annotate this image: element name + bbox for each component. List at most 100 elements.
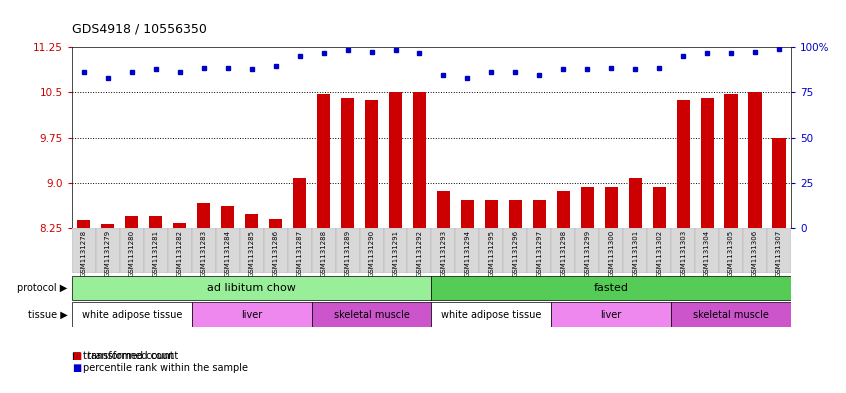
Bar: [647, 228, 671, 273]
Bar: [192, 302, 311, 327]
Text: ad libitum chow: ad libitum chow: [207, 283, 296, 293]
Text: GSM1131278: GSM1131278: [81, 230, 87, 277]
Bar: [72, 228, 96, 273]
Bar: [503, 228, 527, 273]
Bar: [599, 228, 624, 273]
Text: GSM1131288: GSM1131288: [321, 230, 327, 277]
Bar: [311, 302, 431, 327]
Bar: [527, 228, 552, 273]
Text: GSM1131292: GSM1131292: [416, 230, 422, 277]
Bar: [149, 217, 162, 228]
Bar: [485, 200, 498, 228]
Text: GSM1131283: GSM1131283: [201, 230, 206, 277]
Bar: [719, 228, 743, 273]
Bar: [772, 138, 786, 228]
Bar: [96, 228, 120, 273]
Text: GDS4918 / 10556350: GDS4918 / 10556350: [72, 22, 206, 35]
Text: white adipose tissue: white adipose tissue: [442, 310, 541, 320]
Bar: [336, 228, 360, 273]
Bar: [552, 228, 575, 273]
Bar: [700, 98, 714, 228]
Text: GSM1131289: GSM1131289: [344, 230, 350, 277]
Text: GSM1131294: GSM1131294: [464, 230, 470, 277]
Bar: [605, 187, 618, 228]
Bar: [144, 228, 168, 273]
Bar: [575, 228, 599, 273]
Bar: [120, 228, 144, 273]
Bar: [461, 200, 474, 228]
Bar: [557, 191, 570, 228]
Text: GSM1131291: GSM1131291: [393, 230, 398, 277]
Bar: [125, 217, 139, 228]
Bar: [341, 98, 354, 228]
Bar: [77, 220, 91, 228]
Bar: [245, 214, 258, 228]
Text: GSM1131287: GSM1131287: [297, 230, 303, 277]
Text: GSM1131297: GSM1131297: [536, 230, 542, 277]
Text: GSM1131299: GSM1131299: [585, 230, 591, 277]
Bar: [671, 302, 791, 327]
Text: GSM1131295: GSM1131295: [488, 230, 494, 277]
Bar: [173, 223, 186, 228]
Bar: [216, 228, 239, 273]
Text: transformed count: transformed count: [83, 351, 173, 361]
Text: GSM1131307: GSM1131307: [776, 230, 782, 277]
Bar: [767, 228, 791, 273]
Bar: [264, 228, 288, 273]
Text: skeletal muscle: skeletal muscle: [693, 310, 769, 320]
Bar: [360, 228, 383, 273]
Bar: [197, 203, 211, 228]
Text: white adipose tissue: white adipose tissue: [82, 310, 182, 320]
Bar: [552, 302, 671, 327]
Bar: [671, 228, 695, 273]
Text: GSM1131306: GSM1131306: [752, 230, 758, 277]
Bar: [695, 228, 719, 273]
Text: GSM1131304: GSM1131304: [704, 230, 710, 277]
Bar: [72, 275, 431, 300]
Bar: [677, 99, 689, 228]
Bar: [624, 228, 647, 273]
Bar: [413, 92, 426, 228]
Bar: [72, 302, 192, 327]
Text: GSM1131303: GSM1131303: [680, 230, 686, 277]
Text: liver: liver: [241, 310, 262, 320]
Bar: [629, 178, 642, 228]
Bar: [431, 302, 552, 327]
Bar: [437, 191, 450, 228]
Text: GSM1131280: GSM1131280: [129, 230, 135, 277]
Bar: [652, 187, 666, 228]
Bar: [102, 224, 114, 228]
Bar: [365, 99, 378, 228]
Text: GSM1131305: GSM1131305: [728, 230, 734, 277]
Text: GSM1131286: GSM1131286: [272, 230, 278, 277]
Text: fasted: fasted: [594, 283, 629, 293]
Bar: [431, 228, 455, 273]
Bar: [383, 228, 408, 273]
Text: GSM1131301: GSM1131301: [632, 230, 638, 277]
Bar: [269, 219, 283, 228]
Text: GSM1131293: GSM1131293: [441, 230, 447, 277]
Bar: [580, 187, 594, 228]
Bar: [317, 94, 330, 228]
Bar: [743, 228, 767, 273]
Bar: [311, 228, 336, 273]
Text: ■: ■: [72, 363, 81, 373]
Bar: [749, 92, 761, 228]
Text: skeletal muscle: skeletal muscle: [333, 310, 409, 320]
Bar: [724, 94, 738, 228]
Text: GSM1131285: GSM1131285: [249, 230, 255, 277]
Text: ■  transformed count: ■ transformed count: [72, 351, 179, 361]
Bar: [288, 228, 311, 273]
Bar: [508, 200, 522, 228]
Text: GSM1131296: GSM1131296: [513, 230, 519, 277]
Text: tissue ▶: tissue ▶: [28, 310, 68, 320]
Text: GSM1131290: GSM1131290: [369, 230, 375, 277]
Text: protocol ▶: protocol ▶: [18, 283, 68, 293]
Text: GSM1131300: GSM1131300: [608, 230, 614, 277]
Text: GSM1131284: GSM1131284: [225, 230, 231, 277]
Text: GSM1131281: GSM1131281: [153, 230, 159, 277]
Bar: [293, 178, 306, 228]
Bar: [168, 228, 192, 273]
Bar: [389, 92, 402, 228]
Text: GSM1131302: GSM1131302: [656, 230, 662, 277]
